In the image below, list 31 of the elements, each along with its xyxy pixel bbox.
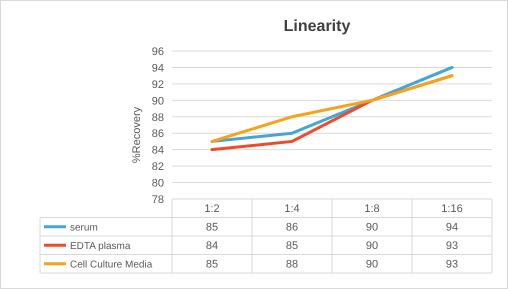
legend-label: EDTA plasma	[70, 241, 131, 252]
data-label: 84	[206, 240, 218, 252]
x-tick-label: 1:16	[441, 203, 463, 215]
x-tick-label: 1:4	[284, 203, 300, 215]
data-label: 90	[366, 258, 378, 270]
data-label: 94	[446, 222, 458, 234]
y-tick-label: 80	[152, 178, 164, 190]
data-label: 93	[446, 258, 458, 270]
x-tick-label: 1:8	[364, 203, 380, 215]
legend-label: serum	[70, 222, 98, 234]
data-label: 85	[286, 240, 298, 252]
data-label: 86	[286, 222, 298, 234]
data-label: 88	[286, 258, 298, 270]
y-tick-label: 88	[152, 112, 164, 124]
y-axis-title: %Recovery	[131, 106, 143, 164]
data-label: 90	[366, 240, 378, 252]
y-tick-label: 90	[152, 95, 164, 108]
data-label: 93	[446, 240, 458, 252]
data-label: 85	[206, 258, 218, 270]
data-label: 90	[366, 222, 378, 234]
x-tick-label: 1:2	[204, 203, 220, 215]
y-tick-label: 78	[152, 194, 164, 206]
y-tick-label: 86	[152, 128, 164, 140]
y-tick-label: 94	[152, 62, 164, 74]
y-tick-label: 92	[152, 78, 164, 91]
y-tick-label: 96	[152, 46, 164, 58]
y-tick-label: 84	[152, 144, 164, 157]
legend-label: Cell Culture Media	[70, 260, 153, 270]
y-tick-label: 82	[152, 161, 164, 174]
chart-title: Linearity	[284, 18, 350, 35]
data-label: 85	[206, 222, 218, 234]
